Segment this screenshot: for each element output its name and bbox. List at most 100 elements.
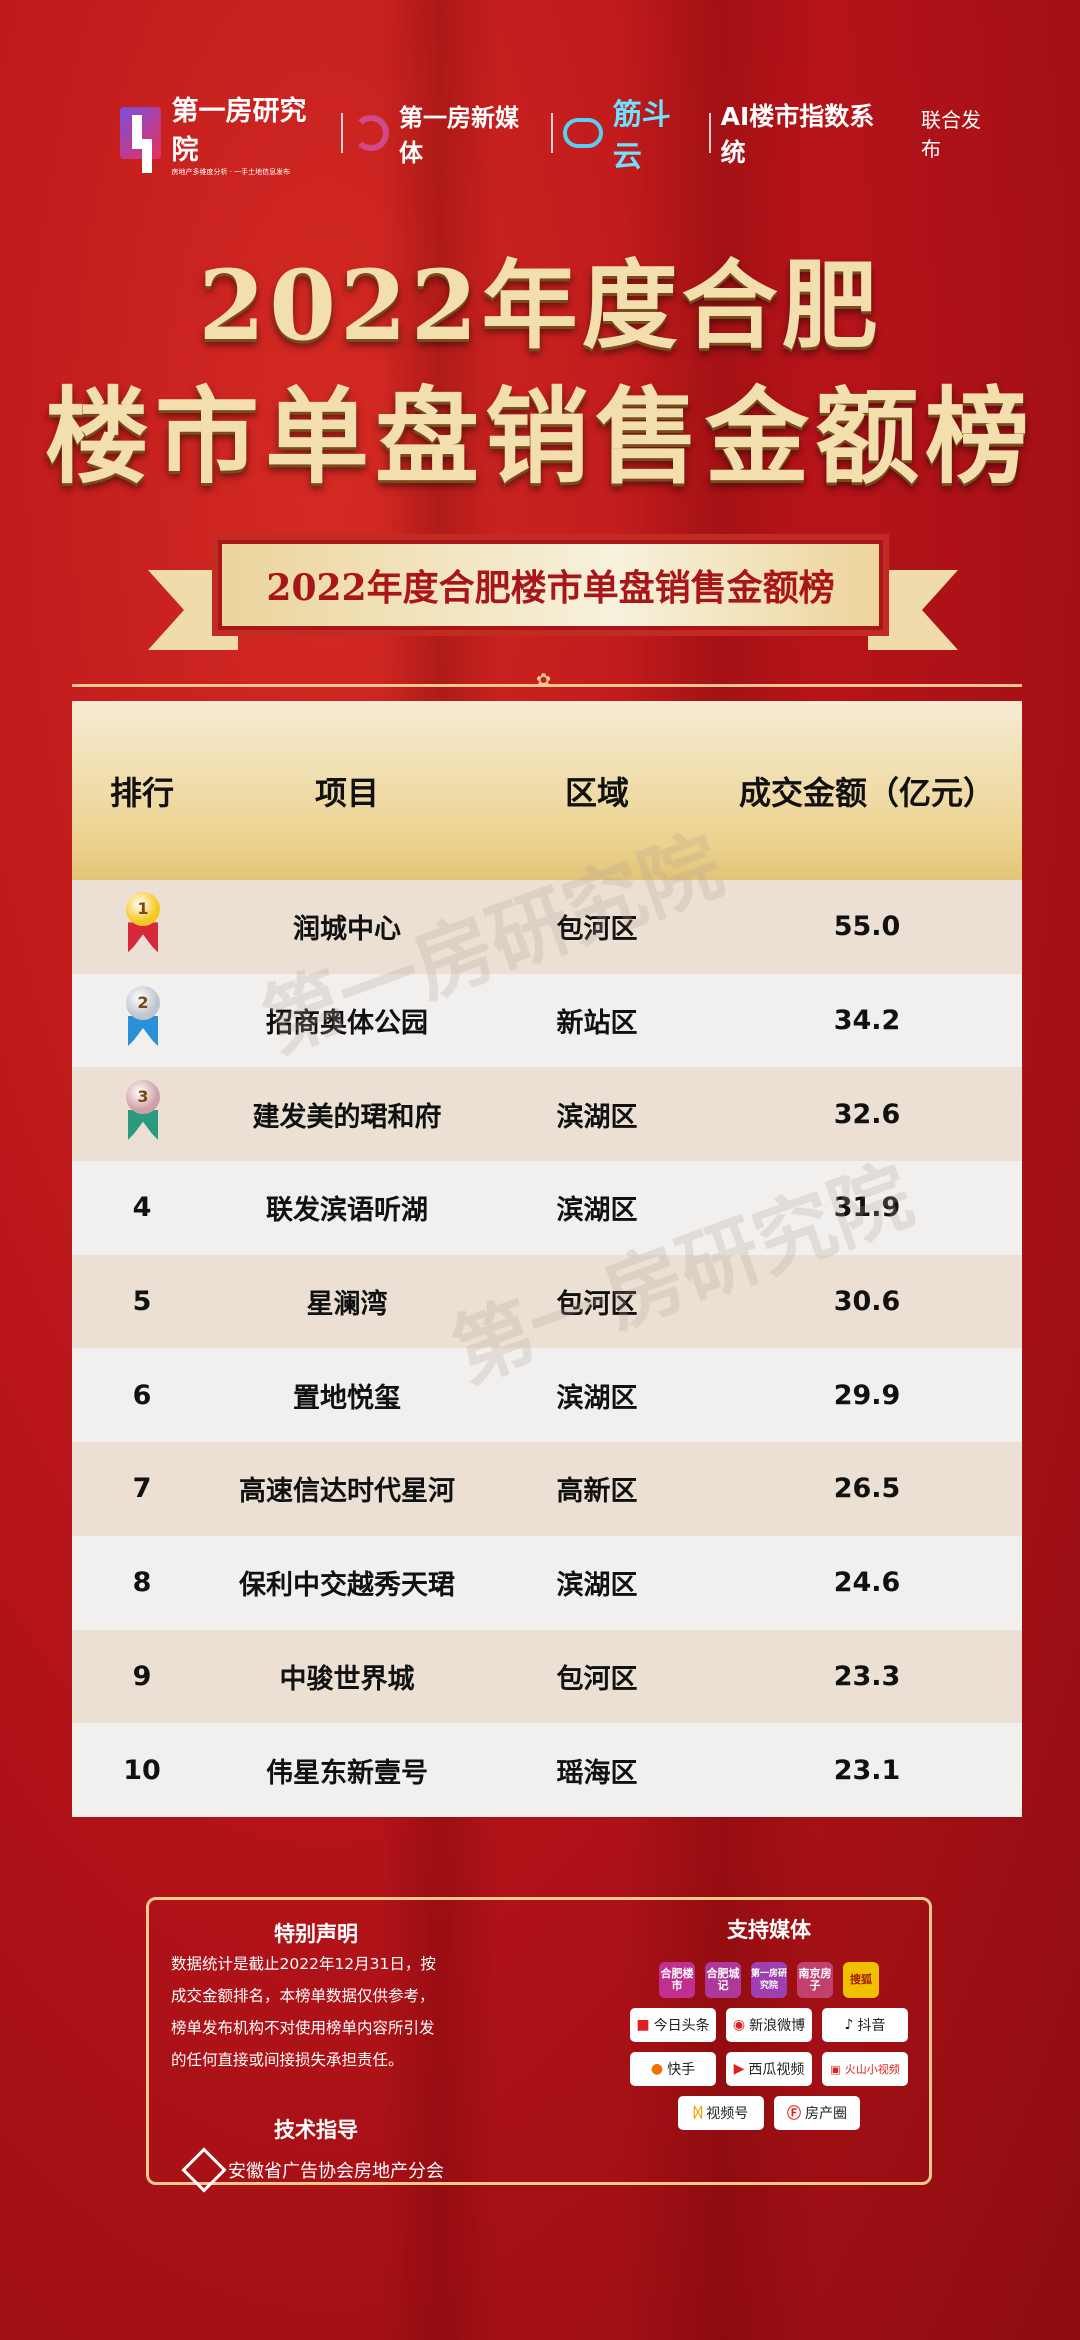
cell-rank: 8: [132, 1567, 152, 1599]
media-logo: 合肥楼市: [659, 1962, 695, 1998]
media-logo: ᛞ 视频号: [678, 2096, 764, 2130]
swirl-logo-icon: [353, 115, 390, 151]
association-logo-icon: [181, 2147, 227, 2193]
header-rank: 排行: [109, 773, 174, 812]
table-row: 7 高速信达时代星河 高新区 26.5: [72, 1442, 1022, 1536]
cell-district: 滨湖区: [556, 1382, 638, 1414]
cell-amount: 34.2: [833, 1005, 901, 1037]
media-logo: ▣ 火山小视频: [822, 2052, 908, 2086]
cell-rank: 5: [132, 1286, 152, 1318]
cell-rank: 6: [132, 1379, 152, 1411]
cell-amount: 23.1: [833, 1754, 901, 1786]
cell-rank: 10: [123, 1754, 161, 1786]
cell-amount: 30.6: [833, 1286, 901, 1318]
cell-rank: 1: [72, 892, 212, 961]
cloud-logo-icon: [563, 118, 603, 148]
cell-district: 滨湖区: [556, 1570, 638, 1602]
cell-project: 招商奥体公园: [266, 1008, 428, 1040]
diyifang-logo-icon: [120, 107, 162, 159]
table-row: 6 置地悦玺 滨湖区 29.9: [72, 1348, 1022, 1443]
media-logo: ▶ 西瓜视频: [726, 2052, 812, 2086]
cell-project: 建发美的珺和府: [252, 1101, 442, 1133]
joint-release: 联合发布: [921, 108, 982, 161]
table-row: 5 星澜湾 包河区 30.6: [72, 1254, 1022, 1349]
cell-project: 置地悦玺: [293, 1382, 401, 1414]
table-header: 排行 项目 区域 成交金额（亿元）: [72, 701, 1022, 880]
cell-rank: 4: [132, 1192, 152, 1224]
footer-panel: 特别声明 数据统计是截止2022年12月31日，按成交金额排名，本榜单数据仅供参…: [146, 1897, 932, 2193]
media-logo: ● 快手: [630, 2052, 716, 2086]
tech-title: 技术指导: [274, 2118, 358, 2142]
divider: [551, 113, 554, 153]
logo-2: 第一房新媒体: [399, 104, 520, 167]
logo-1: 第一房研究院 房地产多维度分析 · 一手土地信息发布: [171, 96, 307, 176]
media-row-3: ● 快手 ▶ 西瓜视频 ▣ 火山小视频: [619, 2052, 919, 2086]
cell-district: 包河区: [556, 1289, 638, 1321]
media-row-1: 合肥楼市 合肥城记 第一房研究院 南京房子 搜狐: [619, 1962, 919, 1998]
table-row: 4 联发滨语听湖 滨湖区 31.9: [72, 1161, 1022, 1255]
cell-rank: 7: [132, 1473, 152, 1505]
cell-district: 高新区: [556, 1476, 638, 1508]
table-row: 8 保利中交越秀天珺 滨湖区 24.6: [72, 1535, 1022, 1630]
cell-project: 伟星东新壹号: [266, 1757, 428, 1789]
cell-district: 包河区: [556, 1663, 638, 1695]
cell-district: 新站区: [556, 1008, 638, 1040]
media-logo: Ⓕ 房产圈: [774, 2096, 860, 2130]
partner-logos: 第一房研究院 房地产多维度分析 · 一手土地信息发布 第一房新媒体 筋斗云 AI楼…: [120, 96, 1000, 176]
header-project: 项目: [314, 773, 379, 812]
cell-district: 瑶海区: [556, 1757, 638, 1789]
cell-district: 包河区: [556, 914, 638, 946]
table-row: 2 招商奥体公园 新站区 34.2: [72, 973, 1022, 1068]
media-logo: 合肥城记: [705, 1962, 741, 1998]
cell-amount: 31.9: [833, 1192, 901, 1224]
media-row-2: ■ 今日头条 ◉ 新浪微博 ♪ 抖音: [619, 2008, 919, 2042]
cell-project: 中骏世界城: [279, 1663, 415, 1695]
statement-title: 特别声明: [274, 1922, 358, 1946]
media-logo: ◉ 新浪微博: [726, 2008, 812, 2042]
medal-icon: 3: [122, 1079, 162, 1142]
divider: [341, 113, 344, 153]
cell-amount: 55.0: [833, 911, 901, 943]
header-amount: 成交金额（亿元）: [738, 773, 995, 812]
media-title: 支持媒体: [727, 1918, 811, 1942]
table-row: 10 伟星东新壹号 瑶海区 23.1: [72, 1723, 1022, 1817]
ranking-table: 排行 项目 区域 成交金额（亿元） 1 润城中心 包河区 55.0 2 招商奥体公园 新站区…: [72, 701, 1022, 1817]
tech-org: 安徽省广告协会房地产分会: [228, 2161, 444, 2182]
gold-divider: [72, 684, 1022, 687]
cell-amount: 26.5: [833, 1473, 901, 1505]
cell-rank: 9: [132, 1660, 152, 1692]
media-row-4: ᛞ 视频号 Ⓕ 房产圈: [619, 2096, 919, 2130]
cell-district: 滨湖区: [556, 1195, 638, 1227]
statement-text: 数据统计是截止2022年12月31日，按成交金额排名，本榜单数据仅供参考，榜单发…: [171, 1955, 436, 2069]
media-logo: ♪ 抖音: [822, 2008, 908, 2042]
divider: [708, 113, 711, 153]
logo-3: 筋斗云: [612, 97, 671, 173]
medal-icon: 1: [122, 892, 162, 954]
cell-project: 联发滨语听湖: [266, 1195, 428, 1227]
cell-project: 星澜湾: [306, 1289, 388, 1321]
cell-amount: 24.6: [833, 1567, 901, 1599]
knot-ornament-icon: ✿: [536, 670, 552, 691]
table-row: 3 建发美的珺和府 滨湖区 32.6: [72, 1067, 1022, 1162]
cell-amount: 32.6: [833, 1098, 901, 1130]
ribbon-banner: 2022年度合肥楼市单盘销售金额榜: [212, 534, 889, 636]
cell-project: 高速信达时代星河: [239, 1476, 455, 1508]
cell-amount: 29.9: [833, 1379, 901, 1411]
page-title-line1: 2022年度合肥: [198, 249, 882, 362]
media-logo: 搜狐: [843, 1962, 879, 1998]
media-logo: ■ 今日头条: [630, 2008, 716, 2042]
cell-rank: 2: [72, 986, 212, 1055]
table-row: 9 中骏世界城 包河区 23.3: [72, 1629, 1022, 1724]
cell-rank: 3: [72, 1079, 212, 1149]
medal-icon: 2: [122, 986, 162, 1048]
cell-project: 保利中交越秀天珺: [239, 1570, 455, 1602]
logo-4: AI楼市指数系统: [720, 102, 875, 167]
cell-amount: 23.3: [833, 1660, 901, 1692]
header-district: 区域: [564, 773, 629, 812]
media-logo: 第一房研究院: [751, 1962, 787, 1998]
page-title-line2: 楼市单盘销售金额榜: [44, 375, 1035, 498]
cell-project: 润城中心: [293, 914, 401, 946]
table-row: 1 润城中心 包河区 55.0: [72, 880, 1022, 974]
cell-district: 滨湖区: [556, 1101, 638, 1133]
media-logo: 南京房子: [797, 1962, 833, 1998]
